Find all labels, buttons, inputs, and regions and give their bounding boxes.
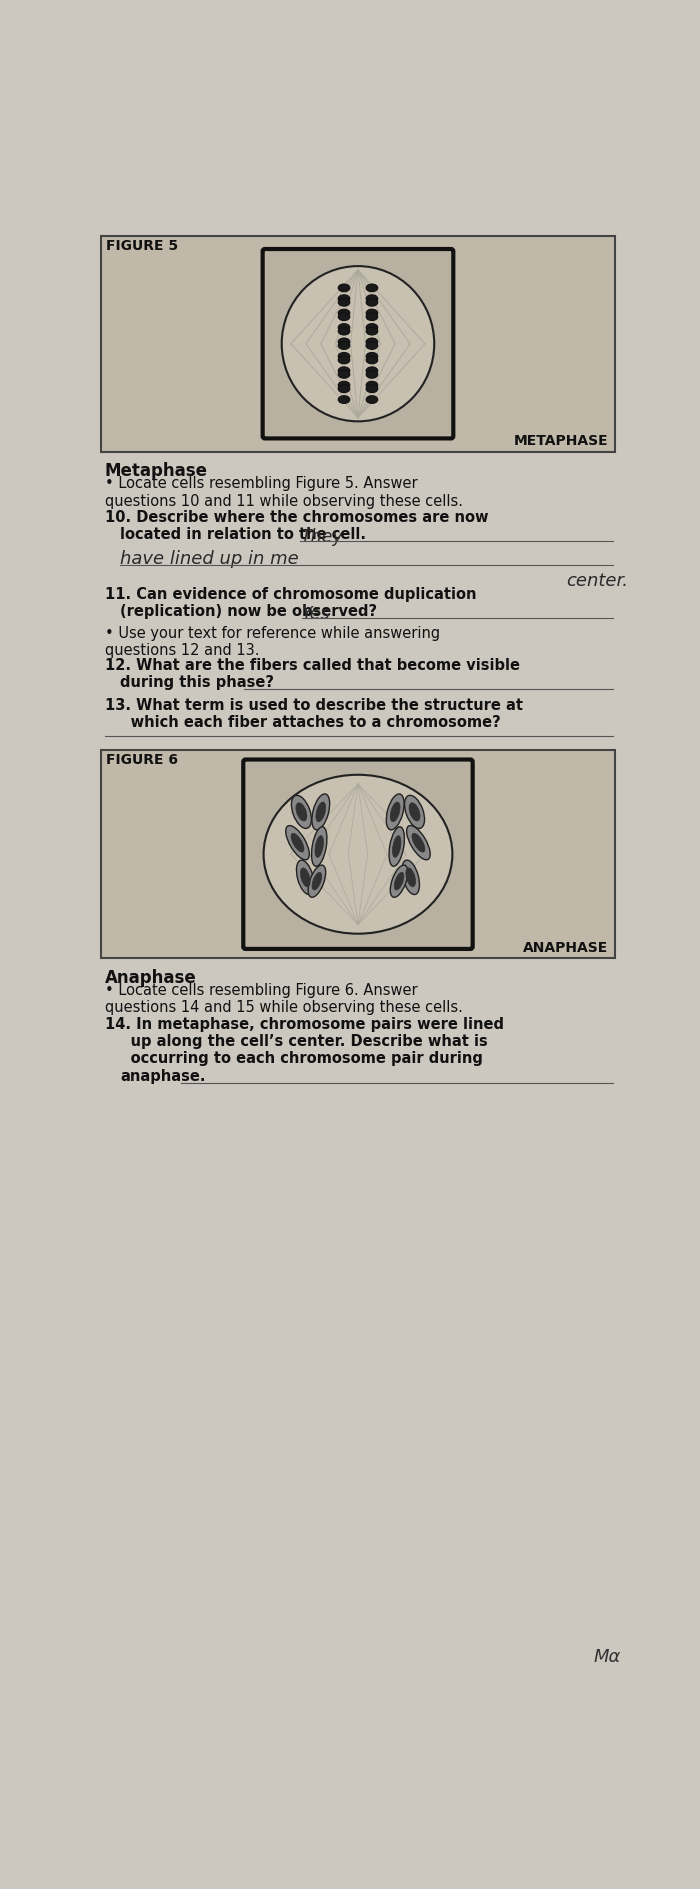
Ellipse shape [338,353,350,361]
Ellipse shape [300,867,310,886]
Ellipse shape [338,295,350,302]
Text: • Locate cells resembling Figure 6. Answer
questions 14 and 15 while observing t: • Locate cells resembling Figure 6. Answ… [104,982,463,1014]
Ellipse shape [297,859,314,895]
Ellipse shape [338,370,350,378]
Ellipse shape [338,357,350,365]
Text: Mα: Mα [594,1647,621,1666]
Text: have lined up in me: have lined up in me [120,550,299,569]
Ellipse shape [338,314,350,321]
Ellipse shape [291,833,304,852]
Ellipse shape [394,873,404,890]
Text: METAPHASE: METAPHASE [514,434,608,448]
Text: Metaphase: Metaphase [104,463,208,480]
Ellipse shape [366,327,378,334]
Ellipse shape [338,298,350,306]
Ellipse shape [338,310,350,317]
Text: They: They [300,527,342,546]
Ellipse shape [406,867,416,886]
Text: ANAPHASE: ANAPHASE [523,941,608,956]
Ellipse shape [286,825,309,859]
Ellipse shape [366,283,378,291]
Ellipse shape [316,803,326,822]
Text: 12. What are the fibers called that become visible: 12. What are the fibers called that beco… [104,657,519,672]
Ellipse shape [338,395,350,404]
Ellipse shape [264,774,452,933]
Ellipse shape [338,385,350,393]
Ellipse shape [407,825,430,859]
Bar [102,750,615,958]
Ellipse shape [405,795,424,829]
Ellipse shape [312,827,327,867]
Text: anaphase.: anaphase. [120,1069,206,1084]
FancyBboxPatch shape [262,249,454,438]
Ellipse shape [338,338,350,346]
Text: Anaphase: Anaphase [104,969,196,986]
Ellipse shape [366,385,378,393]
Ellipse shape [409,803,420,822]
Text: • Use your text for reference while answering
questions 12 and 13.: • Use your text for reference while answ… [104,625,440,657]
Ellipse shape [338,366,350,374]
Ellipse shape [366,338,378,346]
Ellipse shape [338,327,350,334]
Bar [102,236,615,451]
Text: (replication) now be observed?: (replication) now be observed? [120,604,377,620]
Text: 14. In metaphase, chromosome pairs were lined
     up along the cell’s center. D: 14. In metaphase, chromosome pairs were … [104,1016,503,1067]
Ellipse shape [393,835,401,858]
Ellipse shape [386,793,404,829]
Ellipse shape [391,865,408,897]
Ellipse shape [366,310,378,317]
Ellipse shape [308,865,326,897]
Text: • Locate cells resembling Figure 5. Answer
questions 10 and 11 while observing t: • Locate cells resembling Figure 5. Answ… [104,476,463,508]
Ellipse shape [366,295,378,302]
Ellipse shape [366,357,378,365]
Text: center.: center. [566,572,629,589]
Ellipse shape [366,395,378,404]
Ellipse shape [338,342,350,349]
Ellipse shape [366,323,378,331]
Ellipse shape [366,298,378,306]
FancyBboxPatch shape [244,759,472,948]
Ellipse shape [281,266,434,421]
Ellipse shape [366,342,378,349]
Text: located in relation to the cell.: located in relation to the cell. [120,527,366,542]
Ellipse shape [338,283,350,291]
Ellipse shape [312,873,322,890]
Ellipse shape [402,859,419,895]
Ellipse shape [389,827,405,867]
Ellipse shape [366,353,378,361]
Text: 11. Can evidence of chromosome duplication: 11. Can evidence of chromosome duplicati… [104,587,476,603]
Ellipse shape [412,833,425,852]
Ellipse shape [338,382,350,389]
Text: FIGURE 6: FIGURE 6 [106,754,178,767]
Ellipse shape [312,793,330,829]
Text: during this phase?: during this phase? [120,674,274,689]
Ellipse shape [291,795,312,829]
Ellipse shape [366,314,378,321]
Ellipse shape [338,323,350,331]
Text: 10. Describe where the chromosomes are now: 10. Describe where the chromosomes are n… [104,510,488,525]
Text: 13. What term is used to describe the structure at
     which each fiber attache: 13. What term is used to describe the st… [104,697,522,731]
Text: Yes: Yes [302,604,330,623]
Ellipse shape [366,382,378,389]
Ellipse shape [366,370,378,378]
Ellipse shape [391,803,400,822]
Ellipse shape [315,835,323,858]
Ellipse shape [366,366,378,374]
Ellipse shape [296,803,307,822]
Text: FIGURE 5: FIGURE 5 [106,240,178,253]
